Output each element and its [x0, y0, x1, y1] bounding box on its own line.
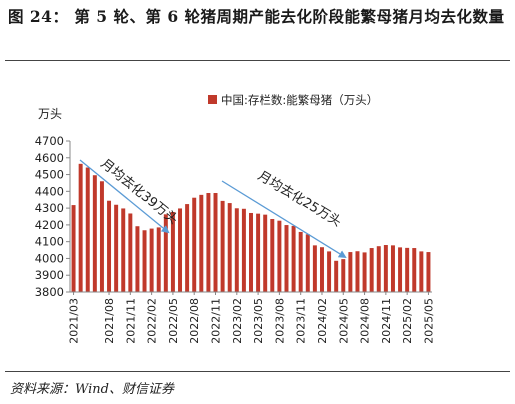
bar: [92, 175, 97, 292]
x-tick-label: 2024/08: [359, 298, 372, 344]
bar: [107, 200, 112, 292]
bar: [256, 213, 261, 292]
bar: [128, 213, 133, 292]
bar: [405, 247, 410, 292]
bar: [383, 245, 388, 292]
source-divider: [5, 371, 510, 372]
bar: [241, 208, 246, 292]
title-divider: [5, 60, 510, 61]
x-tick-label: 2023/08: [273, 298, 286, 344]
x-tick-label: 2021/08: [103, 298, 116, 344]
bar: [185, 204, 190, 292]
bar: [376, 246, 381, 292]
x-tick-label: 2022/08: [188, 298, 201, 344]
trend-arrow: [79, 159, 170, 234]
y-tick-label: 3800: [35, 285, 64, 299]
bar: [312, 245, 317, 292]
bar: [170, 211, 175, 292]
x-tick-label: 2021/11: [124, 298, 137, 344]
y-tick-label: 4000: [35, 251, 64, 265]
bar: [398, 247, 403, 292]
bar: [305, 234, 310, 292]
trend-arrow: [221, 180, 347, 259]
bar: [298, 231, 303, 292]
bar: [362, 252, 367, 292]
bar: [334, 260, 339, 292]
y-tick-label: 4500: [35, 168, 64, 182]
x-tick-label: 2024/02: [316, 298, 329, 344]
x-tick-label: 2024/05: [337, 298, 350, 344]
bar: [206, 193, 211, 292]
x-tick-label: 2023/05: [252, 298, 265, 344]
bar-series: [71, 163, 431, 292]
bar: [327, 251, 332, 292]
x-tick-label: 2024/11: [380, 298, 393, 344]
bar: [78, 163, 83, 292]
bar: [227, 203, 232, 292]
y-unit-label: 万头: [38, 107, 62, 121]
legend-swatch: [208, 95, 217, 104]
bar: [390, 245, 395, 292]
x-tick-label: 2023/11: [295, 298, 308, 344]
bar: [99, 181, 104, 292]
bar: [199, 194, 204, 292]
bar: [71, 205, 76, 292]
bar: [178, 208, 183, 292]
y-axis: 3800 3900 4000 4100 4200 4300 4400 4500 4600 4700: [35, 134, 71, 299]
x-tick-label: 2021/03: [68, 298, 81, 344]
bar: [85, 167, 90, 292]
bar: [135, 226, 140, 292]
bar: [426, 252, 431, 292]
bar: [156, 227, 161, 292]
bar: [284, 225, 289, 292]
bar: [213, 193, 218, 292]
x-axis: 2021/03 2021/08 2021/11 2022/02 2022/05 2022/…: [68, 291, 435, 344]
bar: [163, 214, 168, 292]
bar: [419, 251, 424, 292]
bar: [263, 214, 268, 292]
x-tick-label: 2025/02: [401, 298, 414, 344]
bar: [348, 252, 353, 292]
bar: [341, 259, 346, 292]
bar: [291, 225, 296, 292]
legend-label: 中国:存栏数:能繁母猪（万头）: [221, 93, 378, 107]
bar: [277, 220, 282, 292]
bar: [192, 197, 197, 292]
bar: [142, 230, 147, 292]
y-tick-label: 3900: [35, 268, 64, 282]
trend-annotation-label: 月均去化25万头: [255, 169, 344, 231]
y-tick-label: 4600: [35, 151, 64, 165]
bar: [319, 247, 324, 292]
y-tick-label: 4100: [35, 235, 64, 249]
y-tick-label: 4400: [35, 184, 64, 198]
bar: [234, 208, 239, 292]
bar: [369, 248, 374, 292]
y-tick-label: 4700: [35, 134, 64, 148]
x-tick-label: 2022/11: [210, 298, 223, 344]
x-tick-label: 2022/02: [146, 298, 159, 344]
bar: [220, 200, 225, 292]
trend-annotations: 月均去化39万头 月均去化25万头: [79, 156, 347, 259]
bar: [249, 212, 253, 292]
x-tick-label: 2023/02: [231, 298, 244, 344]
y-tick-label: 4200: [35, 218, 64, 232]
x-tick-label: 2022/05: [167, 298, 180, 344]
source-note: 资料来源：Wind、财信证券: [10, 382, 174, 397]
bar: [121, 208, 126, 292]
bar: [355, 251, 360, 292]
bar: [412, 248, 417, 292]
x-tick-label: 2025/05: [422, 298, 435, 344]
bar: [114, 204, 119, 292]
figure-title: 图 24： 第 5 轮、第 6 轮猪周期产能去化阶段能繁母猪月均去化数量: [8, 7, 505, 26]
bar: [149, 228, 154, 292]
y-tick-label: 4300: [35, 201, 64, 215]
bar: [270, 219, 275, 292]
